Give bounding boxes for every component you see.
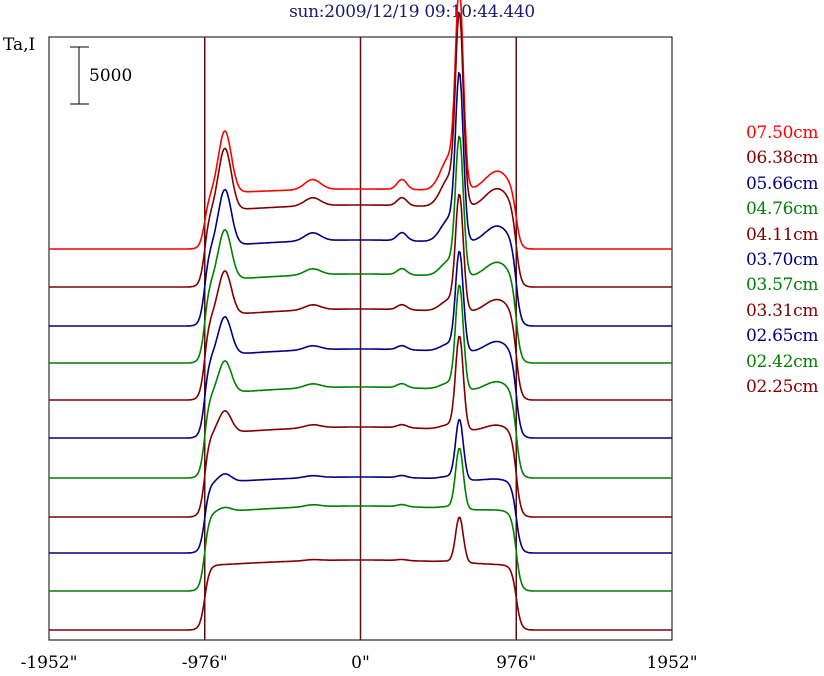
legend-item: 04.11cm xyxy=(746,224,819,245)
x-tick-label: -976" xyxy=(182,653,228,673)
series-line-02-65cm xyxy=(49,419,672,554)
legend-item: 03.57cm xyxy=(746,275,819,296)
vertical-reference-lines xyxy=(204,37,517,640)
x-tick-label: 976" xyxy=(496,653,536,673)
series-line-02-25cm xyxy=(49,516,672,631)
legend-item: 03.31cm xyxy=(746,300,819,321)
legend-item: 03.70cm xyxy=(746,249,819,270)
x-tick-label: 0" xyxy=(351,653,370,673)
series-line-06-38cm xyxy=(49,11,672,288)
legend-item: 02.65cm xyxy=(746,326,819,347)
series-line-03-31cm xyxy=(49,335,672,518)
legend-item: 04.76cm xyxy=(746,199,819,220)
series-line-04-76cm xyxy=(49,135,672,364)
series-line-07-50cm xyxy=(49,0,672,250)
series-lines xyxy=(49,0,672,631)
scale-bar: 5000 xyxy=(70,46,132,105)
legend: 07.50cm 06.38cm 05.66cm 04.76cm 04.11cm 03.70… xyxy=(746,122,819,401)
series-line-02-42cm xyxy=(49,447,672,592)
x-tick-label: 1952" xyxy=(646,653,697,673)
legend-item: 05.66cm xyxy=(746,173,819,194)
y-axis-label: Ta,I xyxy=(3,35,36,55)
x-tick-labels: -1952" -976" 0" 976" 1952" xyxy=(21,653,698,673)
legend-item: 06.38cm xyxy=(746,148,819,169)
series-line-03-70cm xyxy=(49,250,672,439)
legend-item: 07.50cm xyxy=(746,123,819,143)
series-line-04-11cm xyxy=(49,193,672,401)
series-line-03-57cm xyxy=(49,284,672,479)
legend-item: 02.25cm xyxy=(746,376,819,397)
x-tick-label: -1952" xyxy=(21,653,78,673)
chart-title: sun:2009/12/19 09:10:44.440 xyxy=(289,2,535,22)
legend-item: 02.42cm xyxy=(746,351,819,372)
scale-bar-label: 5000 xyxy=(89,66,132,86)
series-line-05-66cm xyxy=(49,72,672,327)
